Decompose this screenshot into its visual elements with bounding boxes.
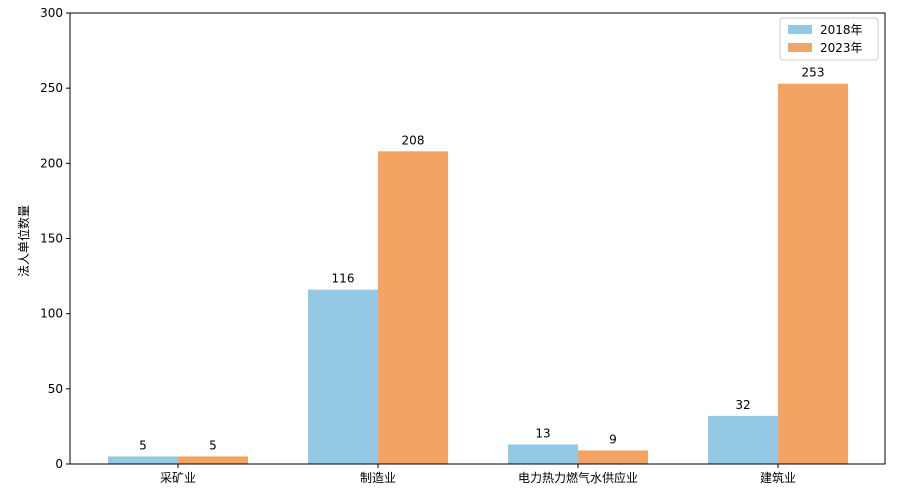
y-tick-label: 50 bbox=[48, 382, 63, 396]
data-label: 253 bbox=[802, 66, 825, 80]
data-label: 13 bbox=[535, 426, 550, 440]
legend-label: 2018年 bbox=[820, 23, 863, 37]
data-label: 5 bbox=[209, 438, 217, 452]
bar-2018年-采矿业 bbox=[108, 456, 178, 464]
data-label: 5 bbox=[139, 438, 147, 452]
x-tick-label: 电力热力燃气水供应业 bbox=[518, 470, 638, 485]
legend-label: 2023年 bbox=[820, 41, 863, 55]
y-tick-label: 300 bbox=[40, 6, 63, 20]
data-label: 9 bbox=[609, 432, 617, 446]
bar-2023年-制造业 bbox=[378, 151, 448, 464]
legend-swatch-2023年 bbox=[788, 43, 812, 52]
x-tick-label: 建筑业 bbox=[760, 470, 796, 485]
y-axis-label: 法人单位数量 bbox=[16, 205, 31, 277]
bar-2018年-制造业 bbox=[308, 289, 378, 464]
y-tick-label: 100 bbox=[40, 307, 63, 321]
x-tick-label: 制造业 bbox=[360, 471, 396, 485]
bar-2023年-电力热力燃气水供应业 bbox=[578, 450, 648, 464]
chart-axes: 采矿业 制造业 电力热力燃气水供应业 建筑业 0 50 100 150 200 250 300 bbox=[40, 6, 886, 485]
data-label: 32 bbox=[735, 398, 750, 412]
bar-2023年-建筑业 bbox=[778, 83, 848, 464]
data-label: 208 bbox=[402, 133, 425, 147]
plot-frame bbox=[69, 12, 886, 465]
x-tick-label: 采矿业 bbox=[160, 471, 196, 485]
legend: 2018年 2023年 bbox=[779, 17, 879, 61]
chart-marks: 5 5 116 208 13 9 32 253 bbox=[108, 66, 848, 464]
bar-2023年-采矿业 bbox=[178, 456, 248, 464]
y-tick-label: 200 bbox=[40, 156, 63, 170]
bar-2018年-建筑业 bbox=[708, 415, 778, 464]
y-tick-label: 150 bbox=[40, 232, 63, 246]
bar-2018年-电力热力燃气水供应业 bbox=[508, 444, 578, 464]
y-tick-label: 250 bbox=[40, 81, 63, 95]
legend-swatch-2018年 bbox=[788, 25, 812, 34]
data-label: 116 bbox=[332, 272, 355, 286]
y-tick-label: 0 bbox=[55, 457, 63, 471]
